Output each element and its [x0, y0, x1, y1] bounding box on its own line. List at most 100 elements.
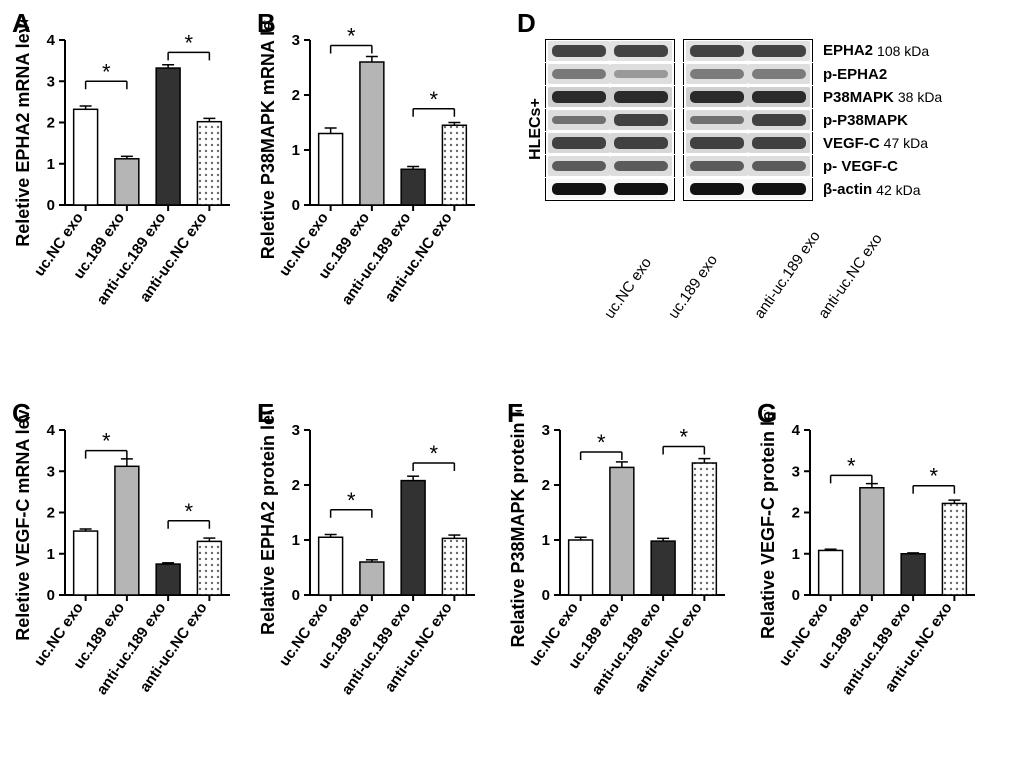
blot-lane-label: uc.NC exo: [601, 255, 655, 322]
chart-A: 01234uc.NC exouc.189 exoanti-uc.189 exoa…: [10, 20, 240, 360]
blot-lane-label: uc.189 exo: [665, 252, 721, 322]
figure-root: 01234uc.NC exouc.189 exoanti-uc.189 exoa…: [0, 0, 1020, 779]
blot-lane: [748, 87, 810, 107]
bar: [115, 466, 139, 595]
bar: [942, 503, 966, 595]
bar: [610, 467, 634, 595]
y-axis-label: Reletive VEGF-C mRNA levels: [13, 410, 33, 641]
svg-text:2: 2: [792, 505, 800, 522]
bar: [651, 541, 675, 595]
blot-row-name: P38MAPK: [823, 89, 894, 106]
chart-F: 0123uc.NC exouc.189 exoanti-uc.189 exoan…: [505, 410, 735, 750]
panel-label-D: D: [517, 8, 536, 39]
bar: [569, 540, 593, 595]
blot-lane: [748, 110, 810, 130]
significance-star: *: [597, 430, 606, 455]
significance-star: *: [184, 30, 193, 55]
svg-text:0: 0: [292, 197, 300, 214]
blot-lane: [548, 41, 610, 61]
bar: [901, 554, 925, 595]
svg-text:3: 3: [47, 73, 55, 90]
svg-text:4: 4: [792, 422, 801, 439]
blot-lane: [686, 133, 748, 153]
blot-lane: [548, 64, 610, 84]
blot-lane: [686, 110, 748, 130]
blot-lane: [610, 87, 672, 107]
blot-lane: [686, 156, 748, 176]
significance-star: *: [347, 24, 356, 49]
blot-row-name: β-actin: [823, 181, 872, 198]
svg-text:2: 2: [292, 87, 300, 104]
bar: [442, 538, 466, 595]
blot-row: p-P38MAPK: [541, 109, 942, 131]
chart-B: 0123uc.NC exouc.189 exoanti-uc.189 exoan…: [255, 20, 485, 360]
blot-lane: [548, 110, 610, 130]
svg-text:3: 3: [542, 422, 550, 439]
blot-lane: [610, 64, 672, 84]
y-axis-label: Relative VEGF-C protein level: [758, 410, 778, 639]
svg-text:3: 3: [792, 463, 800, 480]
significance-star: *: [184, 499, 193, 524]
blot-lane: [748, 133, 810, 153]
significance-star: *: [347, 488, 356, 513]
bar: [819, 550, 843, 595]
western-blot-panel: EPHA2108 kDap-EPHA2 P38MAPK38 kDa p-P38MAP…: [515, 38, 942, 332]
svg-text:2: 2: [292, 477, 300, 494]
blot-lane: [610, 133, 672, 153]
y-axis-label: Relative P38MAPK protein level: [508, 410, 528, 648]
svg-text:0: 0: [542, 587, 550, 604]
panel-label-F: F: [507, 398, 523, 429]
svg-text:0: 0: [292, 587, 300, 604]
blot-side-label: HLECs+: [527, 98, 545, 160]
bar: [692, 463, 716, 595]
blot-lane: [748, 64, 810, 84]
blot-lane: [686, 41, 748, 61]
svg-text:1: 1: [47, 546, 55, 563]
bar: [115, 159, 139, 205]
blot-row-kda: 47 kDa: [884, 135, 928, 151]
blot-lane: [610, 179, 672, 199]
blot-row: EPHA2108 kDa: [541, 39, 942, 62]
y-axis-label: Reletive EPHA2 mRNA levels: [13, 20, 33, 247]
bar: [442, 125, 466, 205]
significance-star: *: [429, 87, 438, 112]
chart-E: 0123uc.NC exouc.189 exoanti-uc.189 exoan…: [255, 410, 485, 750]
svg-text:4: 4: [47, 32, 56, 49]
panel-label-E: E: [257, 398, 274, 429]
bar: [360, 62, 384, 205]
svg-text:1: 1: [47, 156, 55, 173]
blot-lane: [610, 110, 672, 130]
panel-label-B: B: [257, 8, 276, 39]
blot-row-kda: 38 kDa: [898, 89, 942, 105]
blot-lane-label: anti-uc.NC exo: [815, 231, 886, 322]
svg-text:0: 0: [47, 587, 55, 604]
significance-star: *: [847, 453, 856, 478]
blot-lane: [548, 133, 610, 153]
chart-C: 01234uc.NC exouc.189 exoanti-uc.189 exoa…: [10, 410, 240, 750]
bar: [156, 68, 180, 205]
blot-row-name: p- VEGF-C: [823, 158, 898, 175]
bar: [860, 488, 884, 595]
bar: [197, 541, 221, 595]
svg-text:2: 2: [47, 505, 55, 522]
svg-text:0: 0: [792, 587, 800, 604]
blot-row-kda: 108 kDa: [877, 43, 929, 59]
blot-row-name: VEGF-C: [823, 135, 880, 152]
svg-text:1: 1: [292, 532, 300, 549]
blot-lane: [548, 179, 610, 199]
blot-lane: [686, 179, 748, 199]
panel-label-G: G: [757, 398, 777, 429]
panel-label-C: C: [12, 398, 31, 429]
svg-text:3: 3: [292, 32, 300, 49]
blot-lane: [610, 156, 672, 176]
blot-row: p- VEGF-C: [541, 155, 942, 177]
bar: [74, 109, 98, 205]
significance-star: *: [102, 429, 111, 454]
svg-text:0: 0: [47, 197, 55, 214]
svg-text:2: 2: [47, 115, 55, 132]
blot-row-name: p-P38MAPK: [823, 112, 908, 129]
significance-star: *: [679, 425, 688, 450]
svg-text:3: 3: [292, 422, 300, 439]
bar: [401, 481, 425, 595]
blot-row: p-EPHA2: [541, 63, 942, 85]
